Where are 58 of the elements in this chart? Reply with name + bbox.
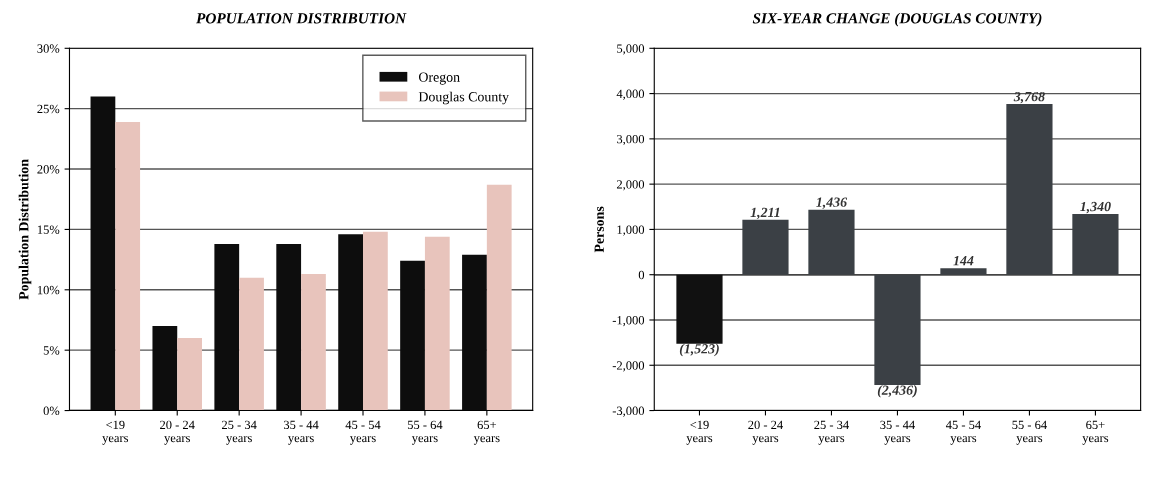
data-label: 144 (953, 256, 974, 266)
bar (301, 274, 326, 411)
data-label: (1,523) (679, 343, 719, 357)
bar (486, 184, 512, 411)
y-tick-label: 0 (638, 270, 645, 280)
x-tick-label: 55 - 64 years (407, 420, 443, 445)
y-tick-label: 5,000 (617, 44, 645, 55)
x-tick-label: <19 years (686, 420, 713, 445)
y-tick-label: 10% (37, 285, 60, 295)
data-label: (2,436) (877, 385, 917, 398)
bar (676, 274, 723, 344)
x-tick-label: <19 years (102, 420, 129, 445)
x-tick-label: 35 - 44 years (880, 420, 915, 445)
data-label: 3,768 (1013, 91, 1045, 104)
y-tick-label: 25% (37, 104, 60, 114)
data-label: 1,340 (1080, 201, 1111, 214)
bar (400, 260, 425, 411)
x-tick-label: 35 - 44 years (283, 420, 319, 445)
y-tick-label: -2,000 (612, 361, 645, 372)
y-tick-label: 4,000 (616, 89, 645, 100)
y-tick-label: 30% (37, 44, 60, 53)
bar (214, 243, 240, 411)
x-tick-label: 20 - 24 years (748, 420, 783, 445)
x-tick-label: 45 - 54 years (945, 420, 981, 445)
bar (338, 234, 364, 411)
bar (152, 326, 178, 411)
bar (115, 121, 141, 411)
y-axis-title: Population Distribution (18, 159, 32, 300)
x-tick-label: 45 - 54 years (345, 420, 381, 445)
data-label: 1,436 (816, 197, 848, 209)
y-tick-label: -1,000 (612, 316, 645, 327)
y-tick-label: -3,000 (612, 406, 645, 417)
x-tick-label: 20 - 24 years (160, 420, 195, 445)
data-label: 1,211 (750, 207, 780, 220)
bar (363, 231, 388, 411)
bar (90, 96, 116, 411)
x-tick-label: 55 - 64 years (1012, 420, 1047, 445)
legend-label: Oregon (418, 72, 460, 85)
bar (239, 277, 264, 411)
x-tick-label: 65+ years (1082, 420, 1109, 445)
bar (276, 243, 302, 411)
bar (177, 338, 202, 411)
y-tick-label: 5% (43, 346, 60, 355)
chart-title: POPULATION DISTRIBUTION (196, 13, 407, 24)
bar (424, 236, 450, 411)
y-axis-title: Persons (594, 206, 604, 253)
y-tick-label: 2,000 (616, 180, 645, 191)
y-tick-label: 20% (37, 165, 60, 174)
y-tick-label: 0% (43, 406, 60, 416)
chart-title: SIX-YEAR CHANGE (DOUGLAS COUNTY) (752, 12, 1042, 27)
y-tick-label: 1,000 (617, 225, 645, 236)
x-tick-label: 65+ years (473, 420, 500, 445)
y-tick-label: 15% (37, 225, 60, 234)
legend-label: Douglas County (418, 91, 510, 105)
y-tick-label: 3,000 (617, 134, 645, 146)
x-tick-label: 25 - 34 years (814, 420, 849, 445)
x-tick-label: 25 - 34 years (222, 420, 257, 445)
bar (462, 254, 487, 411)
